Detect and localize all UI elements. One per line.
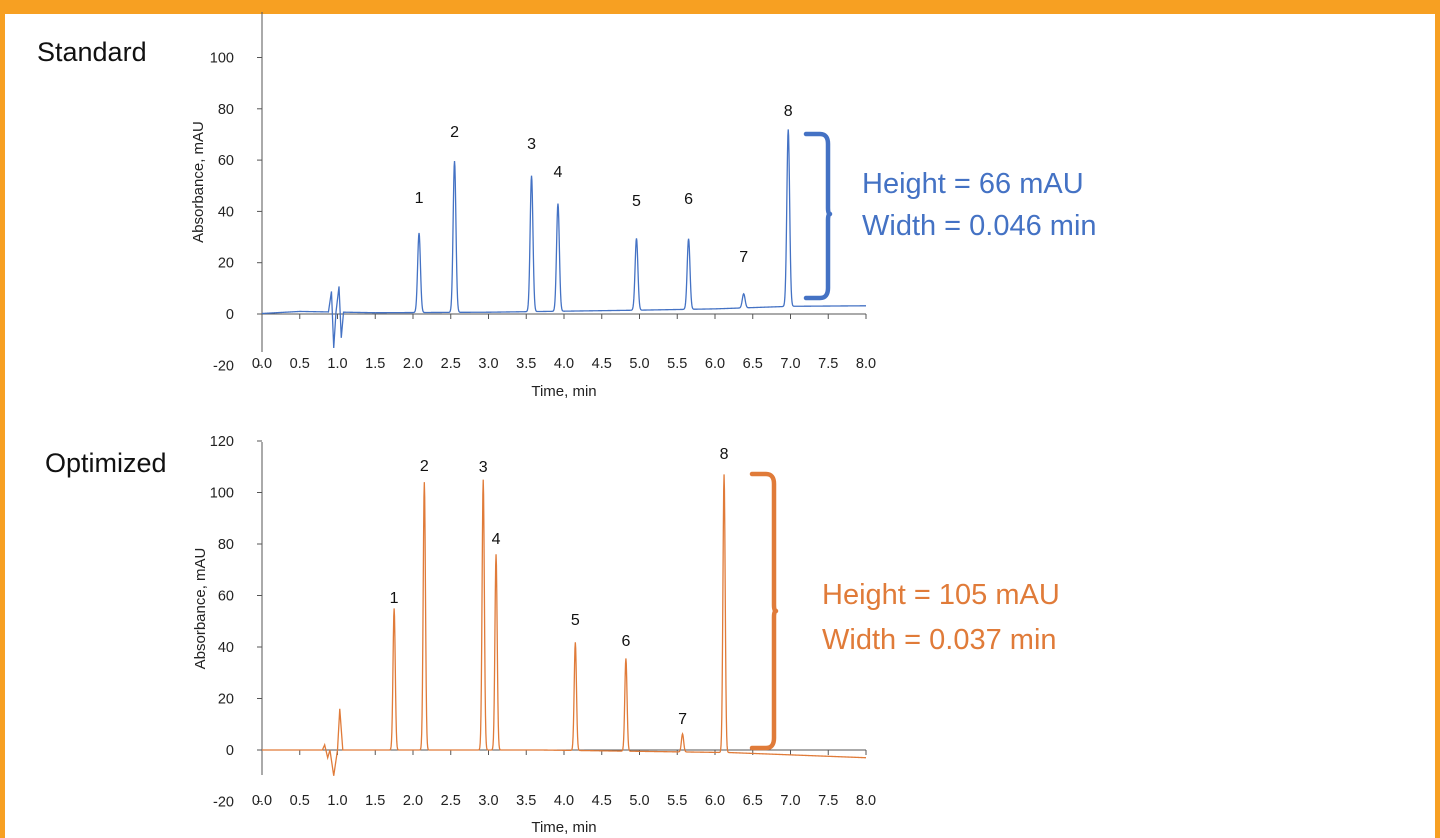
x-tick-label: 7.5 bbox=[818, 356, 838, 372]
y-tick-label: 100 bbox=[210, 486, 234, 502]
peak-label-1: 1 bbox=[415, 190, 424, 207]
x-tick-label: 7.0 bbox=[780, 356, 800, 372]
y-axis-label: Absorbance, mAU bbox=[190, 121, 207, 243]
x-tick-label: 2.5 bbox=[441, 793, 461, 809]
x-tick-label: 0.0 bbox=[252, 793, 272, 809]
x-tick-label: 0.5 bbox=[290, 793, 310, 809]
x-tick-label: 3.5 bbox=[516, 793, 536, 809]
x-tick-label: 6.5 bbox=[743, 793, 763, 809]
x-tick-label: 1.5 bbox=[365, 793, 385, 809]
peak-label-2: 2 bbox=[420, 458, 429, 475]
optimized-width-annotation: Width = 0.037 min bbox=[822, 624, 1057, 656]
optimized-chromatogram-trace bbox=[262, 474, 867, 776]
x-tick-label: 3.5 bbox=[516, 356, 536, 372]
peak-label-1: 1 bbox=[390, 590, 399, 607]
x-tick-label: 6.0 bbox=[705, 356, 725, 372]
y-tick-label: 60 bbox=[218, 153, 234, 169]
peak-label-5: 5 bbox=[632, 193, 641, 210]
x-tick-label: 0.0 bbox=[252, 356, 272, 372]
x-tick-label: 1.0 bbox=[327, 793, 347, 809]
x-tick-label: 6.5 bbox=[743, 356, 763, 372]
x-tick-label: 4.0 bbox=[554, 356, 574, 372]
x-tick-label: 1.0 bbox=[327, 356, 347, 372]
y-tick-label: 0 bbox=[226, 307, 234, 323]
peak-label-8: 8 bbox=[720, 446, 729, 463]
standard-height-annotation: Height = 66 mAU bbox=[862, 168, 1084, 200]
peak-label-4: 4 bbox=[554, 164, 563, 181]
y-axis-label: Absorbance, mAU bbox=[192, 548, 209, 670]
y-tick-label: 80 bbox=[218, 537, 234, 553]
standard-panel-title: Standard bbox=[37, 37, 147, 67]
x-tick-label: 4.5 bbox=[592, 356, 612, 372]
x-tick-label: 3.0 bbox=[478, 356, 498, 372]
peak-label-7: 7 bbox=[678, 711, 687, 728]
x-tick-label: 1.5 bbox=[365, 356, 385, 372]
optimized-chart: Optimized -20 0 20 40 60 80 100 120 0.0 0.5 1.0 1.5 2… bbox=[45, 434, 1060, 836]
x-tick-label: 8.0 bbox=[856, 793, 876, 809]
y-tick-label: -20 bbox=[213, 358, 234, 374]
x-tick-label: 5.5 bbox=[667, 793, 687, 809]
x-tick-label: 5.0 bbox=[629, 793, 649, 809]
standard-chromatogram-trace bbox=[261, 129, 866, 348]
y-tick-label: 80 bbox=[218, 102, 234, 118]
x-tick-label: 3.0 bbox=[478, 793, 498, 809]
peak-label-2: 2 bbox=[450, 124, 459, 141]
x-tick-label: 7.0 bbox=[780, 793, 800, 809]
optimized-height-annotation: Height = 105 mAU bbox=[822, 579, 1060, 611]
x-tick-label: 4.5 bbox=[592, 793, 612, 809]
peak-label-6: 6 bbox=[684, 191, 693, 208]
x-axis-label: Time, min bbox=[531, 383, 596, 400]
optimized-panel-title: Optimized bbox=[45, 448, 167, 478]
peak-label-5: 5 bbox=[571, 612, 580, 629]
y-tick-label: 100 bbox=[210, 51, 234, 67]
x-tick-label: 2.0 bbox=[403, 356, 423, 372]
y-tick-label: 40 bbox=[218, 204, 234, 220]
peak-label-4: 4 bbox=[492, 531, 501, 548]
y-tick-label: 20 bbox=[218, 692, 234, 708]
x-tick-label: 6.0 bbox=[705, 793, 725, 809]
y-tick-label: 120 bbox=[210, 434, 234, 450]
standard-chart: Standard -20 0 20 40 60 80 100 0.0 0.5 1.0 1.5 2.0 2.… bbox=[37, 12, 1097, 400]
x-axis-label: Time, min bbox=[531, 819, 596, 836]
x-tick-label: 7.5 bbox=[818, 793, 838, 809]
y-tick-label: 40 bbox=[218, 640, 234, 656]
y-tick-label: -20 bbox=[213, 795, 234, 811]
x-tick-label: 5.5 bbox=[667, 356, 687, 372]
x-tick-label: 2.0 bbox=[403, 793, 423, 809]
x-tick-label: 2.5 bbox=[441, 356, 461, 372]
y-tick-label: 60 bbox=[218, 589, 234, 605]
x-tick-label: 5.0 bbox=[629, 356, 649, 372]
optimized-peak-brace bbox=[749, 471, 779, 751]
y-tick-label: 20 bbox=[218, 256, 234, 272]
x-tick-label: 4.0 bbox=[554, 793, 574, 809]
peak-label-6: 6 bbox=[621, 633, 630, 650]
standard-width-annotation: Width = 0.046 min bbox=[862, 210, 1097, 242]
peak-label-7: 7 bbox=[739, 249, 748, 266]
peak-label-3: 3 bbox=[527, 136, 536, 153]
x-tick-label: 8.0 bbox=[856, 356, 876, 372]
peak-label-8: 8 bbox=[784, 103, 793, 120]
x-tick-label: 0.5 bbox=[290, 356, 310, 372]
standard-peak-brace bbox=[803, 131, 833, 301]
y-tick-label: 0 bbox=[226, 743, 234, 759]
peak-label-3: 3 bbox=[479, 459, 488, 476]
